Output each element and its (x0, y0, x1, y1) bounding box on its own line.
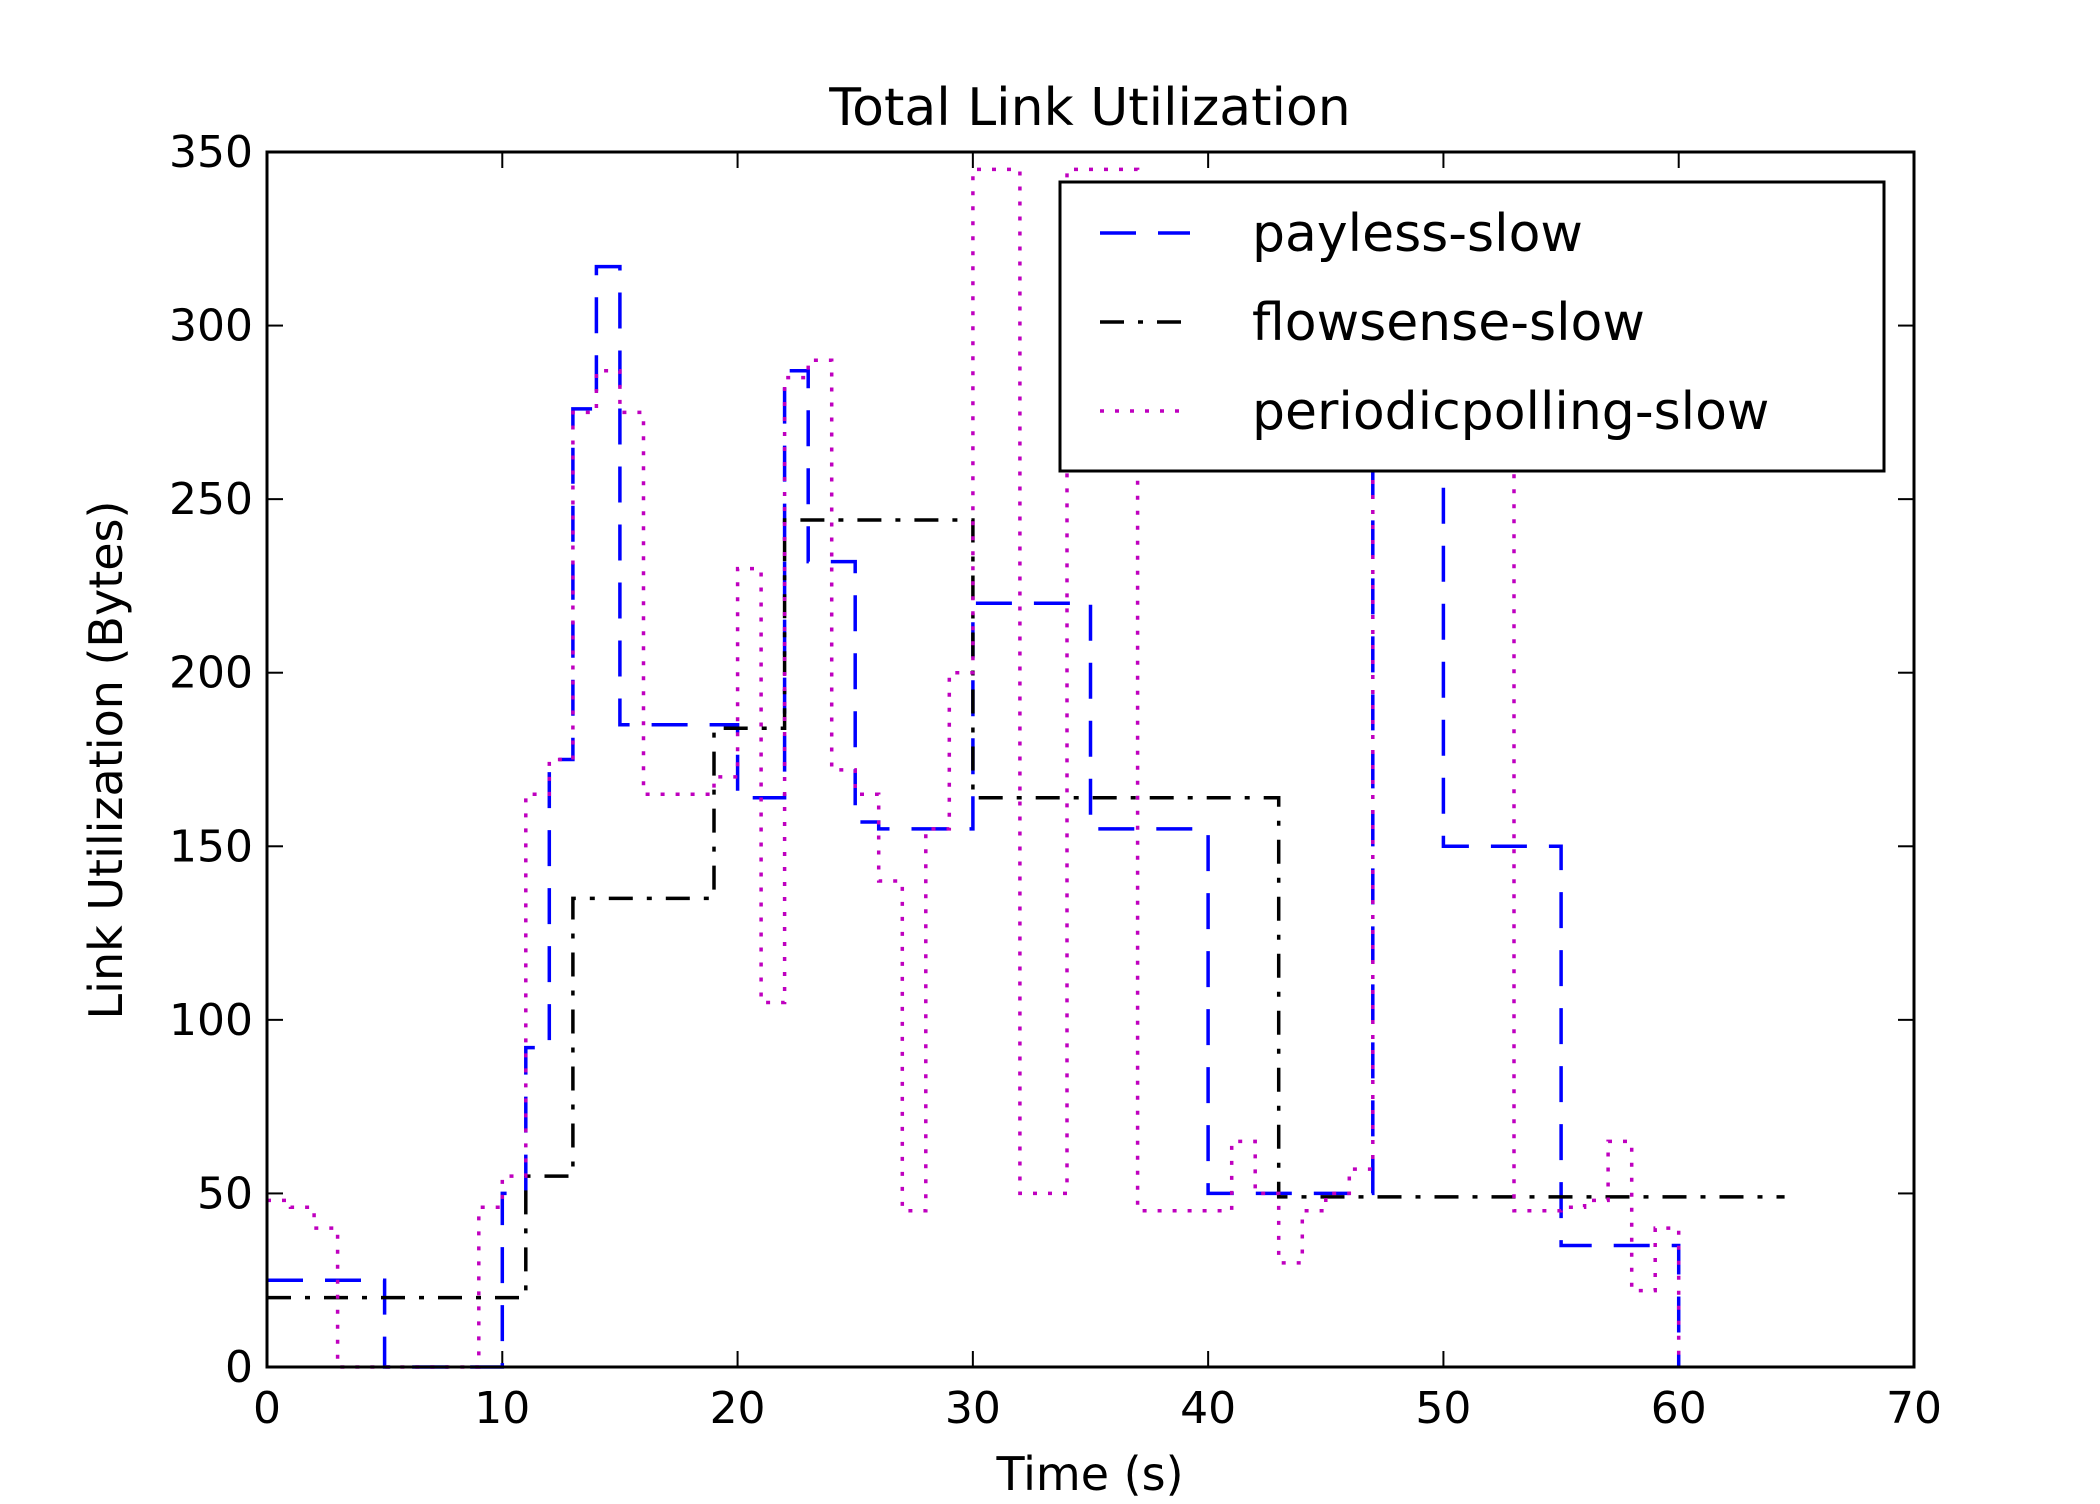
x-tick-label: 40 (1180, 1383, 1236, 1434)
y-tick-label: 0 (225, 1342, 253, 1393)
x-tick-label: 0 (253, 1383, 281, 1434)
y-tick-label: 100 (169, 995, 253, 1046)
legend-label: flowsense-slow (1252, 293, 1645, 353)
y-tick-label: 350 (169, 127, 253, 178)
y-tick-label: 150 (169, 821, 253, 872)
x-tick-label: 20 (710, 1383, 766, 1434)
legend: payless-slow flowsense-slow periodicpollin… (1058, 180, 1886, 473)
y-tick-label: 200 (169, 648, 253, 699)
legend-box (1058, 180, 1886, 473)
x-tick-label: 50 (1415, 1383, 1471, 1434)
chart-title: Total Link Utilization (828, 78, 1351, 138)
x-axis-label: Time (s) (995, 1447, 1183, 1500)
y-tick-label: 250 (169, 474, 253, 525)
series-lines (267, 167, 1785, 1369)
legend-label: periodicpolling-slow (1252, 382, 1769, 442)
series-line-flowsense-slow (267, 518, 1785, 1300)
plot-frame (265, 150, 1916, 1369)
x-tick-label: 10 (474, 1383, 530, 1434)
x-tick-label: 30 (945, 1383, 1001, 1434)
y-axis-label: Link Utilization (Bytes) (79, 501, 133, 1020)
y-tick-label: 50 (197, 1168, 253, 1219)
legend-label: payless-slow (1252, 204, 1583, 264)
x-tick-label: 70 (1886, 1383, 1942, 1434)
axis-ticks: 0 10 20 30 40 50 60 70 0 50 100 150 200 250 300 350 (169, 127, 1942, 1434)
y-tick-label: 300 (169, 301, 253, 352)
x-tick-label: 60 (1651, 1383, 1707, 1434)
